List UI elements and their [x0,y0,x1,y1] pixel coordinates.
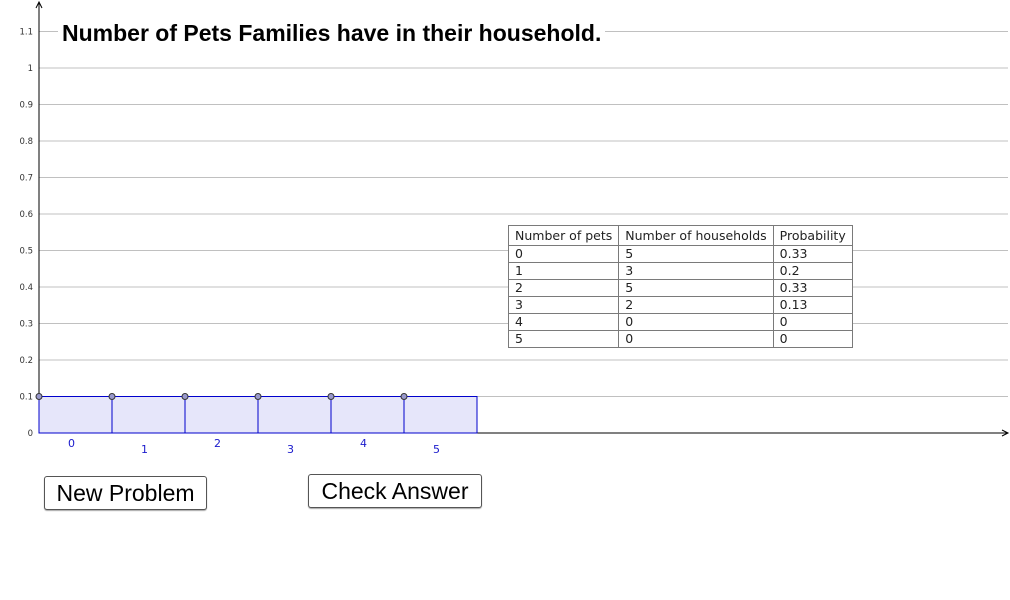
x-category-label: 1 [141,443,148,456]
y-tick-label: 1.1 [19,28,33,38]
table-cell: 3 [507,296,620,314]
x-category-label: 2 [214,437,221,450]
y-tick-label: 0 [28,429,33,439]
x-axis-arrow [1001,429,1010,437]
header-number-of-households: Number of households [618,225,774,246]
table-cell: 0 [772,330,853,348]
y-tick-label: 0.6 [19,210,33,220]
y-tick-label: 0.8 [19,137,33,147]
y-tick-label: 0.3 [19,320,33,330]
y-tick-label: 0.5 [19,247,33,257]
table-cell: 0.13 [772,296,853,314]
x-category-label: 5 [433,443,440,456]
y-tick-label: 0.4 [19,283,33,293]
bar [330,396,405,434]
table-cell: 1 [507,262,620,280]
probability-table: Number of pets Number of households Prob… [507,225,853,348]
bar [257,396,332,434]
x-category-label: 3 [287,443,294,456]
bar-height-point[interactable] [181,393,189,400]
bar-height-point[interactable] [35,393,43,400]
y-tick-label: 0.7 [19,174,33,184]
x-category-label: 4 [360,437,367,450]
y-tick-label: 0.1 [19,393,33,403]
bar-height-point[interactable] [327,393,335,400]
table-cell: 3 [618,262,774,280]
bar [184,396,259,434]
header-probability: Probability [772,225,853,246]
bar [403,396,478,434]
bar [38,396,113,434]
y-axis-arrow [35,0,43,9]
table-cell: 0 [507,245,620,263]
table-row: 0 5 0.33 [507,245,853,263]
table-row: 5 0 0 [507,330,853,348]
table-cell: 0 [618,313,774,331]
table-cell: 5 [618,279,774,297]
x-category-label: 0 [68,437,75,450]
y-tick-label: 0.9 [19,101,33,111]
bar-height-point[interactable] [400,393,408,400]
table-cell: 4 [507,313,620,331]
table-row: 3 2 0.13 [507,296,853,314]
table-cell: 0.2 [772,262,853,280]
header-number-of-pets: Number of pets [507,225,620,246]
table-cell: 5 [507,330,620,348]
table-cell: 5 [618,245,774,263]
table-cell: 0 [772,313,853,331]
table-row: 2 5 0.33 [507,279,853,297]
check-answer-button[interactable]: Check Answer [308,474,482,508]
table-cell: 2 [618,296,774,314]
chart-title: Number of Pets Families have in their ho… [58,20,606,47]
table-row: 4 0 0 [507,313,853,331]
y-tick-label: 0.2 [19,356,33,366]
table-cell: 0 [618,330,774,348]
bar-height-point[interactable] [254,393,262,400]
bar-height-point[interactable] [108,393,116,400]
new-problem-button[interactable]: New Problem [44,476,207,510]
table-cell: 0.33 [772,245,853,263]
table-cell: 2 [507,279,620,297]
table-header-row: Number of pets Number of households Prob… [507,225,853,246]
y-tick-label: 1 [28,64,33,74]
table-cell: 0.33 [772,279,853,297]
bar [111,396,186,434]
table-row: 1 3 0.2 [507,262,853,280]
